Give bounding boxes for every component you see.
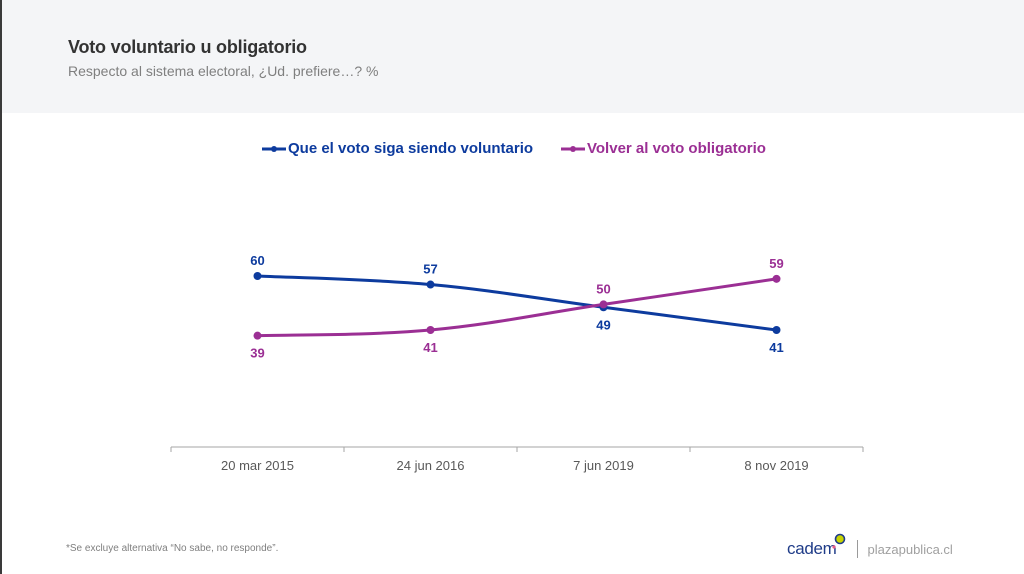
legend-label: Volver al voto obligatorio — [587, 140, 766, 157]
footnote: *Se excluye alternativa “No sabe, no res… — [66, 543, 279, 554]
x-tick-label: 8 nov 2019 — [744, 458, 808, 473]
brand-name: cadem — [787, 539, 837, 558]
data-label: 59 — [769, 256, 783, 271]
data-point — [426, 280, 435, 289]
data-point — [253, 272, 262, 280]
left-frame-border — [0, 0, 2, 574]
data-point — [253, 331, 262, 340]
logo-dot-icon — [831, 533, 845, 549]
data-point — [772, 274, 781, 283]
data-label: 49 — [596, 317, 610, 332]
data-point — [426, 326, 435, 334]
header-band: Voto voluntario u obligatorio Respecto a… — [2, 0, 1024, 113]
series-line-1 — [256, 277, 778, 338]
data-label: 39 — [250, 346, 264, 361]
page-subtitle: Respecto al sistema electoral, ¿Ud. pref… — [68, 63, 379, 79]
site-name: plazapublica.cl — [867, 541, 953, 557]
data-point — [772, 326, 781, 334]
x-tick-label: 7 jun 2019 — [573, 458, 634, 473]
data-point — [599, 300, 608, 309]
data-label: 57 — [423, 262, 437, 277]
legend-line-marker-icon — [262, 145, 286, 152]
legend-label: Que el voto siga siendo voluntario — [288, 140, 534, 157]
data-label: 41 — [769, 340, 783, 355]
data-label: 41 — [423, 340, 437, 355]
legend-item-obligatorio: Volver al voto obligatorio — [560, 140, 766, 157]
footer-divider — [856, 540, 858, 558]
chart-legend: Que el voto siga siendo voluntario Volve… — [0, 140, 1024, 160]
legend-line-marker-icon — [561, 145, 585, 152]
x-tick-label: 20 mar 2015 — [221, 458, 294, 473]
x-tick-label: 24 jun 2016 — [397, 458, 465, 473]
data-label: 50 — [596, 281, 610, 296]
series-line-0 — [256, 274, 778, 332]
legend-item-voluntario: Que el voto siga siendo voluntario — [261, 140, 533, 157]
footer-branding: cadem plazapublica.cl — [787, 533, 953, 561]
cadem-logo: cadem — [787, 533, 845, 559]
data-label: 60 — [250, 253, 264, 268]
page-title: Voto voluntario u obligatorio — [68, 37, 307, 57]
